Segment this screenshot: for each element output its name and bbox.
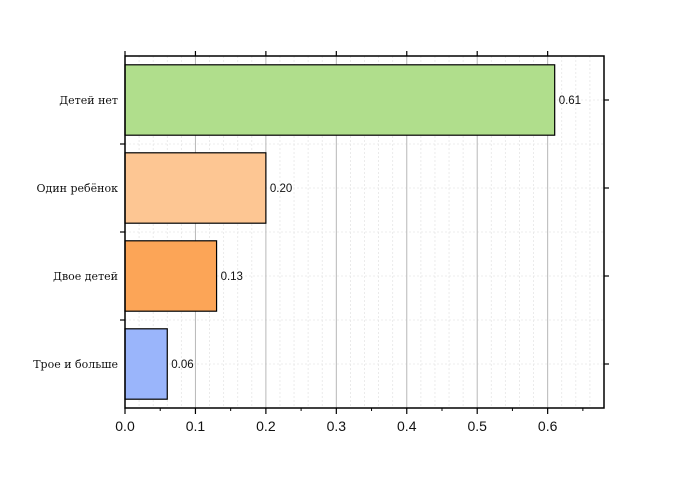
bar	[124, 152, 267, 224]
category-label: Один ребёнок	[37, 182, 119, 195]
bars	[124, 64, 556, 400]
category-label: Трое и больше	[33, 358, 118, 371]
category-label: Двое детей	[53, 270, 118, 283]
x-tick-label: 0.6	[538, 418, 558, 434]
grid	[125, 56, 604, 408]
x-tick-label: 0.2	[256, 418, 276, 434]
x-tick-label: 0.5	[467, 418, 487, 434]
value-label: 0.13	[221, 271, 243, 283]
value-label: 0.06	[171, 359, 193, 371]
axis-ticks	[120, 51, 609, 414]
x-tick-label: 0.3	[327, 418, 347, 434]
bar	[124, 240, 218, 312]
value-label: 0.61	[559, 95, 581, 107]
x-tick-label: 0.0	[115, 418, 135, 434]
labels: Детей нет 0.61 Один ребёнок 0.20 Двое детей 0…	[33, 94, 581, 434]
x-tick-label: 0.1	[186, 418, 206, 434]
x-tick-label: 0.4	[397, 418, 417, 434]
bar	[124, 328, 168, 400]
category-label: Детей нет	[59, 94, 118, 107]
bar	[124, 64, 556, 136]
value-label: 0.20	[270, 183, 292, 195]
